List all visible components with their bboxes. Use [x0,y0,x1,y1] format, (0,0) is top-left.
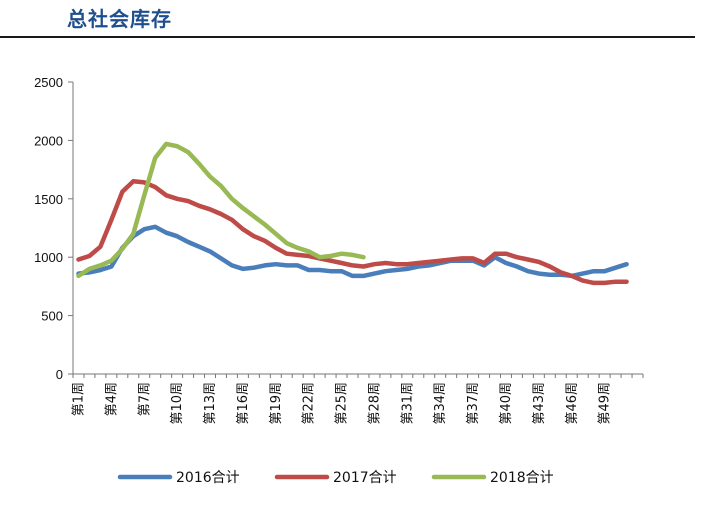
x-tick-label: 第28周 [367,382,382,425]
x-tick-label: 第40周 [499,382,514,425]
x-axis-ticks: 第1周 第4周 第7周 第10周 第13周 第16周 第19周 第22周 第25周 第28周 第31… [71,374,644,425]
y-tick-label: 0 [56,367,63,382]
x-tick-label: 第46周 [565,382,580,425]
legend-label: 2016合计 [176,470,240,486]
x-tick-label: 第31周 [400,382,415,425]
x-tick-label: 第43周 [532,382,547,425]
legend-label: 2017合计 [333,470,397,486]
x-tick-label: 第10周 [170,382,185,425]
page-title: 总社会库存 [67,7,172,31]
y-tick-label: 500 [41,309,63,324]
series-line-2018合计 [76,141,366,279]
title-divider [0,36,695,38]
legend-label: 2018合计 [490,470,554,486]
y-tick-label: 2500 [34,75,63,90]
x-tick-label: 第22周 [302,382,317,425]
series-lines [76,141,629,286]
x-tick-label: 第49周 [598,382,613,425]
y-tick-label: 1000 [34,250,63,265]
chart-legend: 2016合计 2017合计 2018合计 [117,470,554,486]
y-tick-label: 2000 [34,133,63,148]
x-tick-label: 第25周 [335,382,350,425]
y-tick-label: 1500 [34,192,63,207]
x-tick-label: 第13周 [203,382,218,425]
x-tick-label: 第19周 [269,382,284,425]
y-axis-ticks: 0 500 1000 1500 2000 2500 [34,75,73,382]
x-tick-label: 第4周 [104,382,119,416]
x-tick-label: 第16周 [236,382,251,425]
series-line-2016合计 [76,224,629,279]
series-line-2017合计 [76,179,629,286]
x-tick-label: 第1周 [71,382,86,416]
x-tick-label: 第7周 [137,382,152,416]
x-tick-label: 第34周 [433,382,448,425]
x-tick-label: 第37周 [466,382,481,425]
